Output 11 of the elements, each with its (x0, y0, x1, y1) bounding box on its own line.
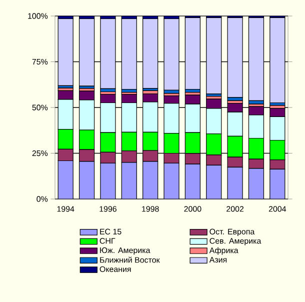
bar (184, 164, 200, 199)
bar (100, 162, 116, 199)
bar (121, 162, 137, 199)
bar (142, 161, 158, 199)
bar (78, 161, 95, 199)
bar (270, 168, 286, 199)
bar (164, 162, 180, 199)
bar (248, 168, 264, 199)
bar (206, 164, 222, 199)
bar (58, 160, 74, 199)
bar (227, 166, 243, 199)
